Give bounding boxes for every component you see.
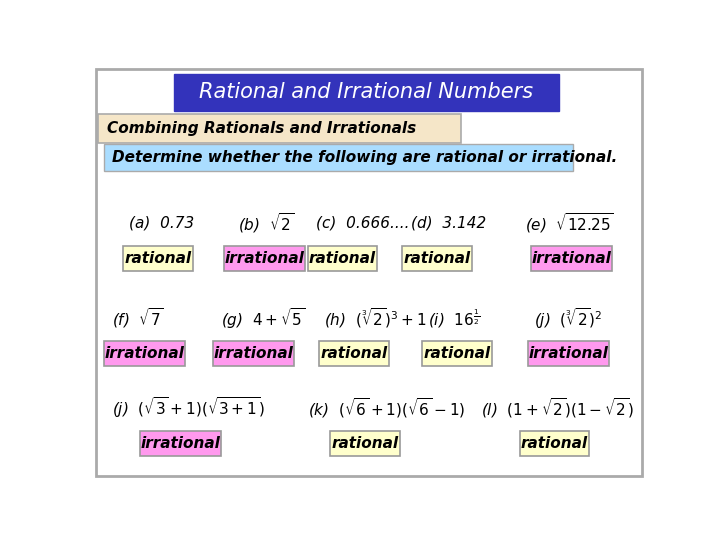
FancyBboxPatch shape <box>528 341 609 366</box>
FancyBboxPatch shape <box>520 431 590 456</box>
Text: Rational and Irrational Numbers: Rational and Irrational Numbers <box>199 82 534 102</box>
Text: (a)  0.73: (a) 0.73 <box>129 215 194 230</box>
FancyBboxPatch shape <box>330 431 400 456</box>
FancyBboxPatch shape <box>402 246 472 271</box>
Text: (g)  $4+\sqrt{5}$: (g) $4+\sqrt{5}$ <box>221 306 306 331</box>
FancyBboxPatch shape <box>319 341 389 366</box>
Text: rational: rational <box>125 251 192 266</box>
Text: (i)  $16^{\frac{1}{2}}$: (i) $16^{\frac{1}{2}}$ <box>428 307 480 330</box>
Text: irrational: irrational <box>531 251 611 266</box>
Text: (b)  $\sqrt{2}$: (b) $\sqrt{2}$ <box>238 211 294 235</box>
Text: Combining Rationals and Irrationals: Combining Rationals and Irrationals <box>107 121 416 136</box>
FancyBboxPatch shape <box>124 246 193 271</box>
FancyBboxPatch shape <box>422 341 492 366</box>
Text: (j)  $(\sqrt{3}+1)(\sqrt{3+1})$: (j) $(\sqrt{3}+1)(\sqrt{3+1})$ <box>112 395 265 420</box>
Text: irrational: irrational <box>225 251 305 266</box>
FancyBboxPatch shape <box>224 246 305 271</box>
Text: (e)  $\sqrt{12.25}$: (e) $\sqrt{12.25}$ <box>526 211 614 235</box>
FancyBboxPatch shape <box>531 246 612 271</box>
Text: (f)  $\sqrt{7}$: (f) $\sqrt{7}$ <box>112 307 164 330</box>
FancyBboxPatch shape <box>140 431 221 456</box>
Text: (j)  $(\sqrt[3]{2})^2$: (j) $(\sqrt[3]{2})^2$ <box>534 306 602 331</box>
Text: rational: rational <box>521 436 588 451</box>
FancyBboxPatch shape <box>99 114 461 143</box>
FancyBboxPatch shape <box>104 341 185 366</box>
Text: rational: rational <box>331 436 398 451</box>
Text: irrational: irrational <box>528 346 608 361</box>
Text: rational: rational <box>309 251 376 266</box>
Text: irrational: irrational <box>104 346 184 361</box>
FancyBboxPatch shape <box>104 144 572 171</box>
FancyBboxPatch shape <box>174 74 559 111</box>
Text: rational: rational <box>404 251 471 266</box>
Text: rational: rational <box>423 346 490 361</box>
Text: (k)  $(\sqrt{6}+1)(\sqrt{6}-1)$: (k) $(\sqrt{6}+1)(\sqrt{6}-1)$ <box>307 396 465 420</box>
Text: rational: rational <box>320 346 387 361</box>
FancyBboxPatch shape <box>307 246 377 271</box>
Text: Determine whether the following are rational or irrational.: Determine whether the following are rati… <box>112 150 618 165</box>
Text: irrational: irrational <box>213 346 293 361</box>
Text: (d)  3.142: (d) 3.142 <box>411 215 486 230</box>
Text: (c)  0.666....: (c) 0.666.... <box>316 215 410 230</box>
Text: (l)  $(1+\sqrt{2})(1-\sqrt{2})$: (l) $(1+\sqrt{2})(1-\sqrt{2})$ <box>481 396 634 420</box>
FancyBboxPatch shape <box>213 341 294 366</box>
Text: irrational: irrational <box>140 436 220 451</box>
Text: (h)  $(\sqrt[3]{2})^3+1$: (h) $(\sqrt[3]{2})^3+1$ <box>324 307 427 330</box>
